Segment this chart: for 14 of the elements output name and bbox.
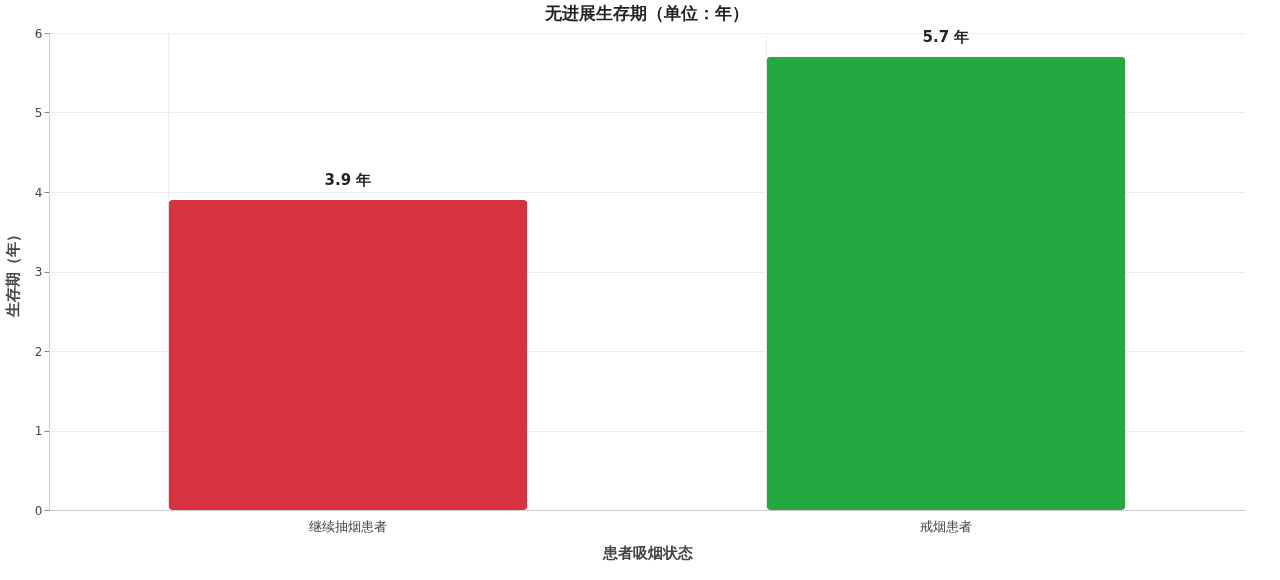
x-tick-label: 继续抽烟患者	[309, 518, 387, 534]
y-tick-label: 3	[34, 265, 43, 279]
x-tick-label: 戒烟患者	[920, 518, 972, 534]
data-label: 5.7 年	[922, 27, 970, 46]
data-label: 3.9 年	[324, 170, 372, 189]
y-tick-label: 6	[34, 26, 43, 41]
y-tick-label: 0	[34, 503, 43, 518]
y-tick-label: 2	[34, 344, 43, 359]
y-tick-label: 4	[34, 185, 43, 200]
y-tick-label: 5	[34, 106, 43, 120]
y-tick-label: 1	[34, 424, 43, 438]
chart-title: 无进展生存期（单位：年）	[544, 3, 749, 23]
x-axis-title: 患者吸烟状态	[601, 543, 693, 562]
y-axis-title: 生存期（年）	[3, 227, 22, 318]
